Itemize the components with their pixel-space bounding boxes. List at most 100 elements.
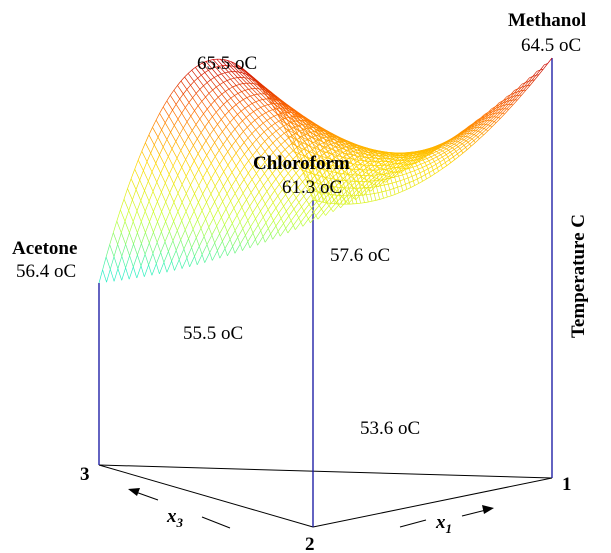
mesh-segment-3267 xyxy=(429,147,434,151)
mesh-segment-2225 xyxy=(331,156,336,161)
mesh-segment-2246 xyxy=(251,79,258,85)
mesh-segment-2918 xyxy=(282,189,286,195)
mesh-segment-3234 xyxy=(185,107,192,117)
mesh-segment-307 xyxy=(199,85,204,90)
mesh-segment-2090 xyxy=(263,87,270,93)
mesh-segment-558 xyxy=(340,172,345,175)
mesh-segment-1585 xyxy=(214,233,220,244)
mesh-segment-3286 xyxy=(231,223,236,231)
mesh-segment-2167 xyxy=(283,199,289,207)
mesh-segment-1633 xyxy=(310,130,315,133)
mesh-segment-2210 xyxy=(335,151,340,155)
mesh-segment-1479 xyxy=(239,179,245,187)
mesh-segment-190 xyxy=(397,185,402,188)
mesh-segment-1403 xyxy=(189,256,195,267)
mesh-segment-2569 xyxy=(378,152,383,155)
mesh-segment-1453 xyxy=(291,126,296,129)
mesh-segment-1541 xyxy=(306,127,310,129)
mesh-segment-3333 xyxy=(457,136,461,138)
mesh-segment-3208 xyxy=(241,207,246,215)
mesh-segment-2064 xyxy=(326,136,331,141)
mesh-segment-158 xyxy=(461,147,466,151)
mesh-segment-1209 xyxy=(174,259,180,271)
mesh-segment-1305 xyxy=(186,247,192,259)
mesh-segment-792 xyxy=(300,147,305,151)
mesh-segment-473 xyxy=(318,175,322,185)
mesh-segment-2726 xyxy=(215,66,222,75)
mesh-segment-991 xyxy=(194,185,200,194)
mesh-segment-2556 xyxy=(322,174,326,179)
mesh-segment-164 xyxy=(449,156,454,160)
mesh-segment-1183 xyxy=(231,152,237,160)
mesh-segment-1489 xyxy=(216,217,222,227)
mesh-segment-132 xyxy=(514,94,520,101)
mesh-segment-2554 xyxy=(325,178,329,183)
mesh-segment-855 xyxy=(248,103,253,106)
mesh-segment-2771 xyxy=(369,165,375,170)
mesh-segment-2378 xyxy=(280,113,287,119)
mesh-segment-3229 xyxy=(417,153,423,158)
mesh-segment-2525 xyxy=(326,184,332,191)
mesh-segment-1077 xyxy=(235,135,240,142)
mesh-segment-1894 xyxy=(349,145,354,149)
mesh-segment-3287 xyxy=(463,139,467,142)
mesh-segment-2519 xyxy=(340,171,346,176)
mesh-segment-398 xyxy=(438,156,443,160)
mesh-segment-287 xyxy=(235,71,240,73)
mesh-segment-3354 xyxy=(224,248,228,256)
mesh-segment-541 xyxy=(203,108,208,115)
mesh-segment-3406 xyxy=(185,176,191,186)
mesh-segment-1003 xyxy=(168,240,174,252)
mesh-segment-2151 xyxy=(319,159,325,165)
x3-tail-line xyxy=(201,516,231,529)
mesh-segment-3434 xyxy=(185,193,191,203)
mesh-segment-2398 xyxy=(227,60,234,67)
mesh-segment-455 xyxy=(144,200,150,212)
mesh-segment-2242 xyxy=(262,89,268,95)
mesh-segment-2367 xyxy=(353,152,358,156)
mesh-segment-1098 xyxy=(304,133,310,137)
mesh-segment-1978 xyxy=(341,144,347,148)
mesh-segment-1491 xyxy=(211,225,218,236)
mesh-segment-61 xyxy=(202,61,207,64)
mesh-segment-1567 xyxy=(256,167,261,174)
mesh-segment-2986 xyxy=(248,148,253,156)
mesh-segment-2075 xyxy=(307,163,313,169)
mesh-segment-701 xyxy=(317,154,322,163)
mesh-segment-3132 xyxy=(231,158,237,167)
mesh-segment-1657 xyxy=(264,167,269,174)
mesh-segment-504 xyxy=(448,147,453,151)
mesh-segment-3210 xyxy=(238,200,243,208)
mesh-segment-897 xyxy=(164,231,170,242)
mesh-segment-2112 xyxy=(375,171,379,174)
mesh-segment-3060 xyxy=(277,231,281,237)
mesh-segment-478 xyxy=(498,105,503,110)
mesh-segment-2688 xyxy=(303,172,308,178)
mesh-segment-3243 xyxy=(463,145,466,148)
mesh-segment-2467 xyxy=(293,217,299,226)
mesh-segment-2383 xyxy=(320,178,326,184)
mesh-segment-1967 xyxy=(350,141,354,144)
mesh-segment-2719 xyxy=(343,183,350,189)
mesh-segment-2850 xyxy=(305,214,309,220)
mesh-segment-3558 xyxy=(157,221,162,232)
mesh-segment-266 xyxy=(475,131,481,136)
mesh-segment-2453 xyxy=(328,176,334,183)
mesh-segment-2156 xyxy=(290,112,297,117)
mesh-segment-2076 xyxy=(299,116,305,121)
mesh-segment-1299 xyxy=(200,218,206,229)
mesh-segment-306 xyxy=(395,180,401,183)
mesh-segment-3308 xyxy=(188,136,194,146)
mesh-segment-3601 xyxy=(495,104,500,107)
mesh-segment-2603 xyxy=(302,218,309,227)
mesh-segment-3557 xyxy=(498,108,502,110)
mesh-segment-2943 xyxy=(382,165,388,170)
mesh-segment-716 xyxy=(455,138,460,142)
mesh-segment-2851 xyxy=(431,166,434,171)
mesh-segment-3126 xyxy=(243,179,248,187)
mesh-segment-2905 xyxy=(436,167,439,172)
mesh-segment-2295 xyxy=(346,152,351,156)
mesh-segment-2414 xyxy=(343,178,347,182)
mesh-segment-3448 xyxy=(152,127,159,138)
mesh-segment-2969 xyxy=(432,153,436,156)
